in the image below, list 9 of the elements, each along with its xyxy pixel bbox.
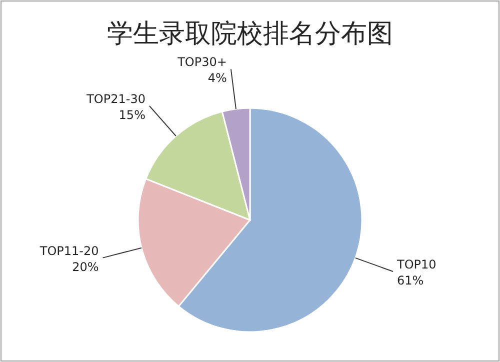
data-label: 15% — [118, 108, 146, 122]
slice-label: TOP10 — [396, 257, 436, 272]
slice-label: TOP30+ — [176, 55, 227, 70]
data-label: 20% — [72, 260, 99, 274]
slice-label: TOP21-30 — [86, 92, 146, 106]
data-label: 61% — [397, 273, 424, 288]
slice-label: TOP11-20 — [38, 244, 99, 258]
chart-title: 学生录取院校排名分布图 — [107, 19, 393, 49]
data-label: 4% — [208, 71, 227, 86]
